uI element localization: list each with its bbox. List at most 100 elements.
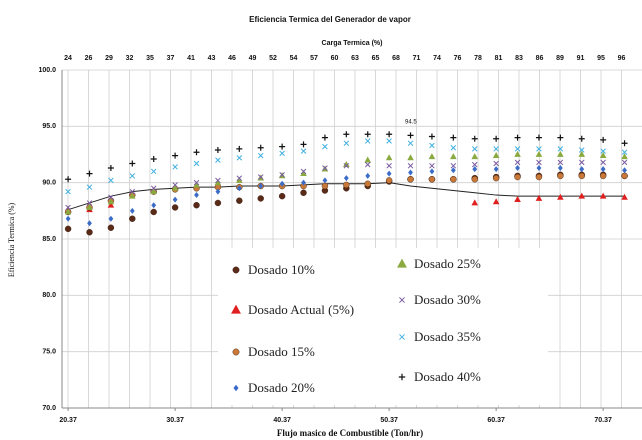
marker bbox=[557, 146, 564, 152]
marker bbox=[129, 192, 136, 199]
marker bbox=[364, 138, 371, 144]
marker bbox=[557, 159, 564, 166]
y-tick-label: 90.0 bbox=[42, 180, 56, 187]
marker bbox=[279, 143, 286, 150]
marker bbox=[578, 172, 585, 180]
marker bbox=[364, 131, 371, 138]
legend-swatch bbox=[232, 266, 240, 274]
marker bbox=[86, 203, 93, 210]
legend-item: Dosado 15% bbox=[230, 344, 363, 359]
marker bbox=[471, 153, 479, 160]
marker bbox=[536, 165, 542, 172]
marker bbox=[129, 207, 135, 214]
marker bbox=[578, 159, 585, 166]
top-tick-label: 91 bbox=[577, 55, 585, 62]
marker bbox=[151, 202, 157, 209]
marker bbox=[408, 169, 413, 176]
marker bbox=[621, 140, 628, 147]
marker bbox=[428, 153, 436, 160]
marker bbox=[257, 174, 264, 180]
marker bbox=[471, 146, 478, 152]
marker bbox=[231, 304, 241, 314]
marker bbox=[236, 176, 243, 183]
top-tick-label: 60 bbox=[331, 55, 339, 62]
marker bbox=[194, 192, 199, 199]
x-axis-label: Flujo masico de Combustible (Ton/hr) bbox=[277, 428, 423, 438]
legend-item: Dosado 40% bbox=[396, 369, 529, 384]
marker bbox=[65, 204, 71, 211]
legend-swatch bbox=[398, 373, 406, 381]
marker bbox=[407, 176, 414, 183]
marker bbox=[514, 195, 521, 202]
y-tick-label: 100.0 bbox=[38, 67, 56, 74]
top-tick-label: 81 bbox=[495, 55, 503, 62]
marker bbox=[107, 224, 115, 231]
marker bbox=[536, 146, 542, 152]
marker bbox=[87, 220, 92, 227]
legend-item: Dosado 10% bbox=[230, 262, 363, 277]
marker bbox=[429, 168, 435, 175]
marker bbox=[65, 215, 71, 222]
marker bbox=[214, 146, 221, 153]
y-axis-label: Eficiencia Termica (%) bbox=[7, 202, 16, 277]
marker bbox=[215, 177, 221, 184]
top-tick-label: 29 bbox=[105, 55, 113, 62]
marker bbox=[171, 204, 179, 211]
marker bbox=[171, 184, 179, 191]
marker bbox=[343, 161, 350, 168]
marker bbox=[236, 175, 243, 181]
marker bbox=[300, 141, 307, 148]
legend-swatch bbox=[231, 304, 241, 314]
marker bbox=[150, 185, 157, 192]
marker bbox=[279, 180, 285, 187]
marker bbox=[557, 165, 563, 172]
marker bbox=[536, 159, 542, 166]
marker bbox=[364, 161, 371, 168]
marker bbox=[471, 161, 478, 168]
legend-item: Dosado 25% bbox=[396, 256, 529, 271]
legend-swatch bbox=[232, 348, 240, 356]
marker bbox=[429, 142, 435, 149]
marker bbox=[399, 334, 405, 340]
top-tick-label: 65 bbox=[372, 55, 380, 62]
marker bbox=[86, 229, 93, 236]
top-tick-label: 32 bbox=[126, 55, 134, 62]
marker bbox=[428, 176, 436, 183]
marker bbox=[514, 159, 521, 166]
marker bbox=[322, 143, 328, 150]
marker bbox=[108, 177, 114, 184]
legend: Dosado 10% Dosado Actual (5%) Dosado 15% Do… bbox=[218, 248, 548, 405]
legend-label: Dosado 15% bbox=[248, 344, 315, 359]
marker bbox=[621, 159, 628, 166]
legend-label: Dosado 35% bbox=[414, 329, 481, 344]
top-tick-label: 54 bbox=[290, 55, 298, 62]
marker bbox=[557, 172, 564, 180]
marker bbox=[64, 208, 72, 215]
marker bbox=[428, 133, 435, 140]
marker bbox=[214, 179, 222, 186]
top-tick-label: 37 bbox=[167, 55, 175, 62]
marker bbox=[236, 155, 243, 161]
marker bbox=[599, 152, 607, 159]
marker bbox=[65, 176, 72, 183]
marker bbox=[86, 170, 93, 177]
annotation: 94.5 bbox=[405, 119, 417, 125]
marker bbox=[108, 194, 114, 201]
marker bbox=[172, 196, 178, 203]
marker bbox=[492, 198, 500, 205]
marker bbox=[236, 185, 242, 192]
y-tick-label: 85.0 bbox=[42, 236, 56, 243]
marker bbox=[321, 182, 329, 190]
top-tick-label: 49 bbox=[249, 55, 257, 62]
marker bbox=[86, 200, 93, 206]
marker bbox=[193, 160, 200, 167]
marker bbox=[343, 181, 350, 189]
top-tick-label: 89 bbox=[556, 55, 564, 62]
marker bbox=[493, 146, 499, 152]
marker bbox=[300, 148, 307, 154]
marker bbox=[471, 135, 478, 142]
marker bbox=[150, 208, 157, 216]
marker bbox=[535, 134, 542, 141]
marker bbox=[599, 192, 607, 199]
marker bbox=[429, 163, 435, 169]
